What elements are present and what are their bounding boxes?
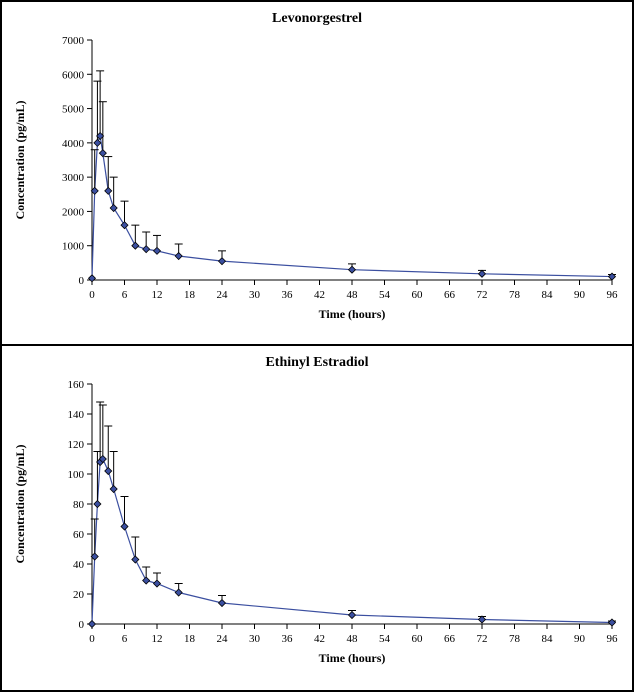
y-tick-label: 80 (73, 499, 85, 511)
data-marker (99, 150, 106, 157)
data-marker (132, 556, 139, 563)
y-tick-label: 6000 (62, 69, 85, 81)
x-tick-label: 96 (607, 289, 619, 301)
x-tick-label: 54 (379, 289, 391, 301)
x-tick-label: 72 (477, 633, 488, 645)
data-marker (219, 600, 226, 607)
x-tick-label: 12 (152, 633, 163, 645)
y-tick-label: 120 (68, 439, 85, 451)
data-marker (89, 621, 96, 628)
x-tick-label: 66 (444, 289, 456, 301)
y-tick-label: 40 (73, 559, 85, 571)
data-marker (154, 580, 161, 587)
x-tick-label: 6 (122, 633, 128, 645)
x-tick-label: 0 (89, 633, 95, 645)
x-tick-label: 90 (574, 633, 586, 645)
y-axis-label: Concentration (pg/mL) (13, 101, 27, 220)
x-tick-label: 0 (89, 289, 95, 301)
y-tick-label: 0 (79, 275, 85, 287)
y-tick-label: 20 (73, 589, 85, 601)
x-tick-label: 30 (249, 633, 261, 645)
pk-curve (92, 136, 612, 278)
x-tick-label: 42 (314, 633, 325, 645)
data-marker (349, 266, 356, 273)
data-marker (349, 612, 356, 619)
x-tick-label: 24 (217, 289, 229, 301)
y-tick-label: 1000 (62, 241, 85, 253)
x-tick-label: 72 (477, 289, 488, 301)
y-tick-label: 3000 (62, 172, 85, 184)
chart-panel: Ethinyl Estradiol 0 20 40 60 80 100 120 140 160 0 6… (2, 346, 632, 690)
chart-title: Levonorgestrel (272, 11, 362, 26)
data-marker (154, 247, 161, 254)
x-tick-label: 18 (184, 633, 196, 645)
pk-curve (92, 459, 612, 624)
y-tick-label: 4000 (62, 138, 85, 150)
y-tick-label: 60 (73, 529, 85, 541)
x-axis-label: Time (hours) (319, 307, 386, 321)
data-marker (479, 616, 486, 623)
x-tick-label: 36 (282, 633, 294, 645)
data-marker (89, 275, 96, 282)
data-marker (219, 258, 226, 265)
data-marker (479, 270, 486, 277)
x-tick-label: 84 (542, 633, 554, 645)
x-axis-label: Time (hours) (319, 651, 386, 665)
data-marker (175, 589, 182, 596)
y-tick-label: 7000 (62, 35, 85, 47)
figure-container: Levonorgestrel01000200030004000500060007… (0, 0, 634, 692)
data-marker (121, 523, 128, 530)
data-marker (132, 242, 139, 249)
x-tick-label: 54 (379, 633, 391, 645)
data-marker (94, 139, 101, 146)
data-marker (609, 619, 616, 626)
data-marker (110, 486, 117, 493)
x-tick-label: 66 (444, 633, 456, 645)
y-tick-label: 5000 (62, 104, 85, 116)
x-tick-label: 84 (542, 289, 554, 301)
y-tick-label: 0 (79, 619, 85, 631)
x-tick-label: 18 (184, 289, 196, 301)
x-tick-label: 78 (509, 289, 521, 301)
x-tick-label: 48 (347, 633, 359, 645)
x-tick-label: 12 (152, 289, 163, 301)
y-tick-label: 160 (68, 379, 85, 391)
y-tick-label: 140 (68, 409, 85, 421)
chart-title: Ethinyl Estradiol (265, 355, 368, 370)
x-tick-label: 60 (412, 289, 424, 301)
x-tick-label: 48 (347, 289, 359, 301)
x-tick-label: 90 (574, 289, 586, 301)
data-marker (110, 205, 117, 212)
data-marker (143, 577, 150, 584)
x-tick-label: 96 (607, 633, 619, 645)
y-tick-label: 2000 (62, 206, 85, 218)
x-tick-label: 30 (249, 289, 261, 301)
chart-panel: Levonorgestrel 0 1000 2000 3000 4000 5000 6000 7… (2, 2, 632, 346)
data-marker (105, 187, 112, 194)
data-marker (121, 222, 128, 229)
y-axis-label: Concentration (pg/mL) (13, 445, 27, 564)
x-tick-label: 24 (217, 633, 229, 645)
data-marker (143, 246, 150, 253)
x-tick-label: 6 (122, 289, 128, 301)
data-marker (175, 253, 182, 260)
x-tick-label: 60 (412, 633, 424, 645)
x-tick-label: 42 (314, 289, 325, 301)
data-marker (105, 468, 112, 475)
data-marker (94, 501, 101, 508)
y-tick-label: 100 (68, 469, 85, 481)
x-tick-label: 78 (509, 633, 521, 645)
x-tick-label: 36 (282, 289, 294, 301)
